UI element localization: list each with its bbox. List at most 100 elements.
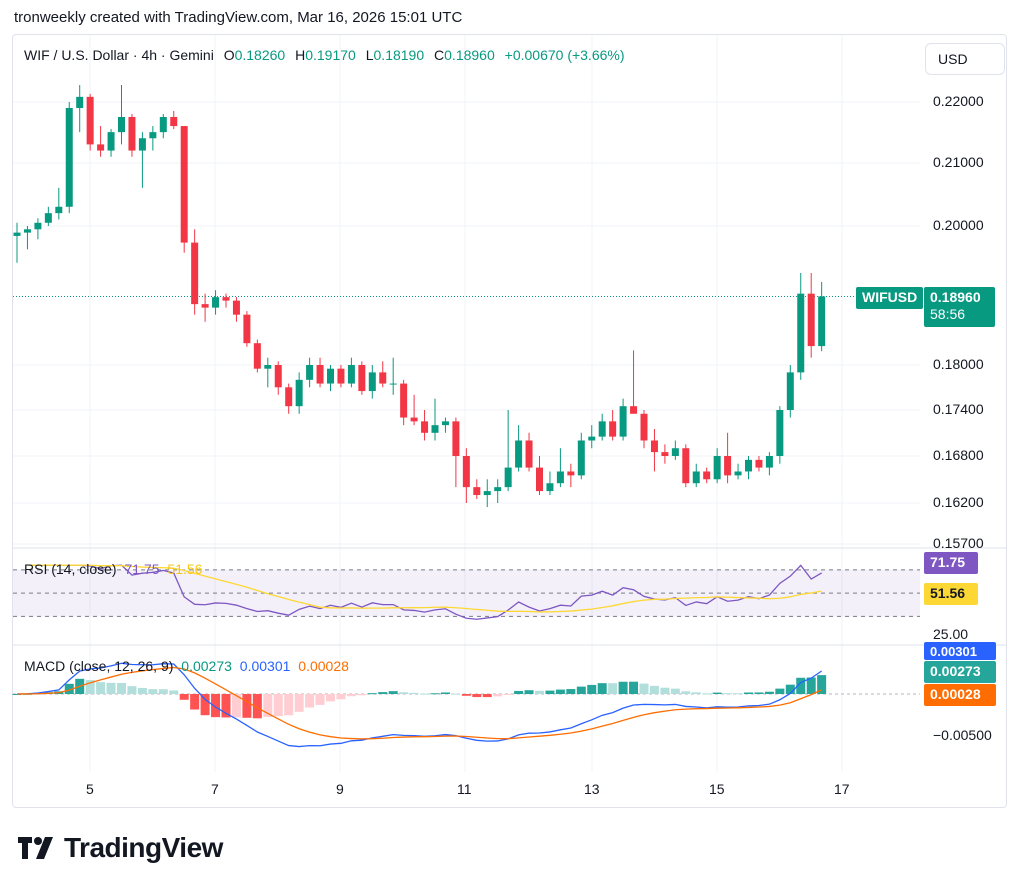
candle-body bbox=[410, 417, 418, 422]
macd-histogram-bar bbox=[106, 682, 116, 694]
macd-signal-value: 0.00028 bbox=[298, 658, 349, 674]
high-label: H bbox=[295, 47, 306, 63]
candle-body bbox=[379, 372, 387, 384]
macd-histogram-bar bbox=[211, 694, 221, 718]
candle-body bbox=[368, 372, 376, 392]
candle-body bbox=[797, 293, 805, 373]
macd-histogram-bar bbox=[587, 684, 597, 694]
candle-body bbox=[159, 116, 167, 133]
rsi-ma-value: 51.56 bbox=[167, 561, 203, 577]
rsi-label: RSI (14, close) bbox=[24, 561, 117, 577]
price-tick-label: 0.21000 bbox=[933, 154, 984, 170]
macd-histogram-bar bbox=[681, 691, 691, 694]
macd-signal-tag: 0.00028 bbox=[924, 684, 996, 706]
macd-histogram-bar bbox=[430, 693, 440, 695]
macd-histogram-bar bbox=[190, 694, 200, 710]
candle-body bbox=[253, 343, 261, 369]
candle-body bbox=[232, 300, 240, 315]
candle-body bbox=[515, 440, 523, 468]
candle-body bbox=[431, 425, 439, 433]
candle-body bbox=[389, 383, 397, 385]
macd-histogram-bar bbox=[785, 684, 795, 694]
time-tick-label: 17 bbox=[834, 781, 850, 797]
currency-button[interactable]: USD bbox=[925, 43, 1005, 75]
macd-histogram-bar bbox=[305, 694, 315, 708]
macd-histogram-bar bbox=[566, 689, 576, 694]
candle-body bbox=[295, 379, 303, 407]
candle-body bbox=[316, 365, 324, 384]
macd-histogram-bar bbox=[597, 683, 607, 694]
candle-body bbox=[713, 456, 721, 480]
macd-histogram-bar bbox=[117, 682, 126, 694]
candle-body bbox=[327, 368, 334, 384]
symbol-tag: WIFUSD bbox=[856, 287, 924, 309]
macd-line-tag: 0.00301 bbox=[924, 642, 996, 660]
macd-legend: MACD (close, 12, 26, 9) 0.00273 0.00301 … bbox=[24, 658, 349, 674]
macd-line-value: 0.00301 bbox=[239, 658, 291, 674]
macd-histogram-bar bbox=[326, 694, 335, 702]
time-tick-label: 9 bbox=[336, 781, 344, 797]
macd-hist-value: 0.00273 bbox=[181, 658, 232, 674]
rsi-tag: 71.75 bbox=[924, 552, 978, 574]
tradingview-wordmark: TradingView bbox=[64, 832, 223, 863]
rsi-line bbox=[27, 564, 822, 620]
macd-histogram-bar bbox=[702, 693, 712, 695]
macd-histogram-bar bbox=[670, 688, 680, 694]
macd-histogram-bar bbox=[158, 689, 168, 694]
close-value: 0.18960 bbox=[444, 47, 495, 63]
candle-body bbox=[807, 293, 815, 347]
macd-histogram-bar bbox=[200, 694, 210, 716]
macd-histogram-bar bbox=[148, 689, 158, 694]
candle-body bbox=[138, 138, 146, 151]
candle-body bbox=[734, 471, 742, 476]
candle-body bbox=[818, 296, 826, 347]
candle-body bbox=[473, 487, 481, 496]
macd-histogram-bar bbox=[420, 693, 430, 695]
tradingview-logo[interactable]: TradingView bbox=[18, 832, 223, 864]
chart-caption: tronweekly created with TradingView.com,… bbox=[14, 9, 463, 26]
macd-histogram-bar bbox=[96, 682, 106, 694]
symbol-title: WIF / U.S. Dollar · 4h · Gemini bbox=[24, 47, 214, 63]
time-tick-label: 15 bbox=[709, 781, 725, 797]
candle-body bbox=[525, 440, 533, 468]
rsi-ma-tag: 51.56 bbox=[924, 583, 978, 605]
candle-body bbox=[724, 456, 732, 476]
macd-histogram-bar bbox=[576, 686, 586, 694]
close-label: C bbox=[434, 47, 445, 63]
macd-histogram-bar bbox=[514, 690, 524, 694]
macd-histogram-bar bbox=[221, 694, 231, 718]
high-value: 0.19170 bbox=[305, 47, 356, 63]
time-tick-label: 5 bbox=[86, 781, 94, 797]
macd-hist-tag: 0.00273 bbox=[924, 661, 996, 683]
candle-body bbox=[86, 96, 94, 145]
macd-histogram-bar bbox=[764, 691, 774, 694]
candle-body bbox=[65, 107, 73, 207]
macd-histogram-bar bbox=[806, 677, 816, 694]
macd-line bbox=[16, 662, 823, 748]
macd-histogram-bar bbox=[263, 694, 273, 717]
candle-body bbox=[588, 436, 596, 441]
candle-body bbox=[483, 491, 491, 496]
candle-body bbox=[337, 368, 345, 384]
macd-histogram-bar bbox=[127, 686, 137, 694]
macd-histogram-bar bbox=[712, 692, 722, 694]
macd-histogram-bar bbox=[409, 692, 419, 694]
candle-body bbox=[107, 132, 115, 151]
low-value: 0.18190 bbox=[373, 47, 425, 63]
price-tick-label: 0.16200 bbox=[933, 494, 984, 510]
macd-histogram-bar bbox=[461, 694, 471, 696]
open-label: O bbox=[223, 47, 235, 63]
macd-histogram-bar bbox=[618, 681, 628, 694]
low-label: L bbox=[365, 47, 374, 63]
macd-histogram-bar bbox=[315, 694, 325, 705]
price-tick-label: 0.20000 bbox=[933, 217, 984, 233]
candle-body bbox=[23, 229, 31, 233]
candle-body bbox=[274, 365, 282, 388]
candle-body bbox=[44, 213, 52, 223]
open-value: 0.18260 bbox=[234, 47, 286, 63]
candle-body bbox=[76, 96, 84, 108]
candle-body bbox=[640, 413, 648, 441]
macd-histogram-bar bbox=[252, 694, 262, 719]
macd-histogram-bar bbox=[378, 692, 388, 694]
